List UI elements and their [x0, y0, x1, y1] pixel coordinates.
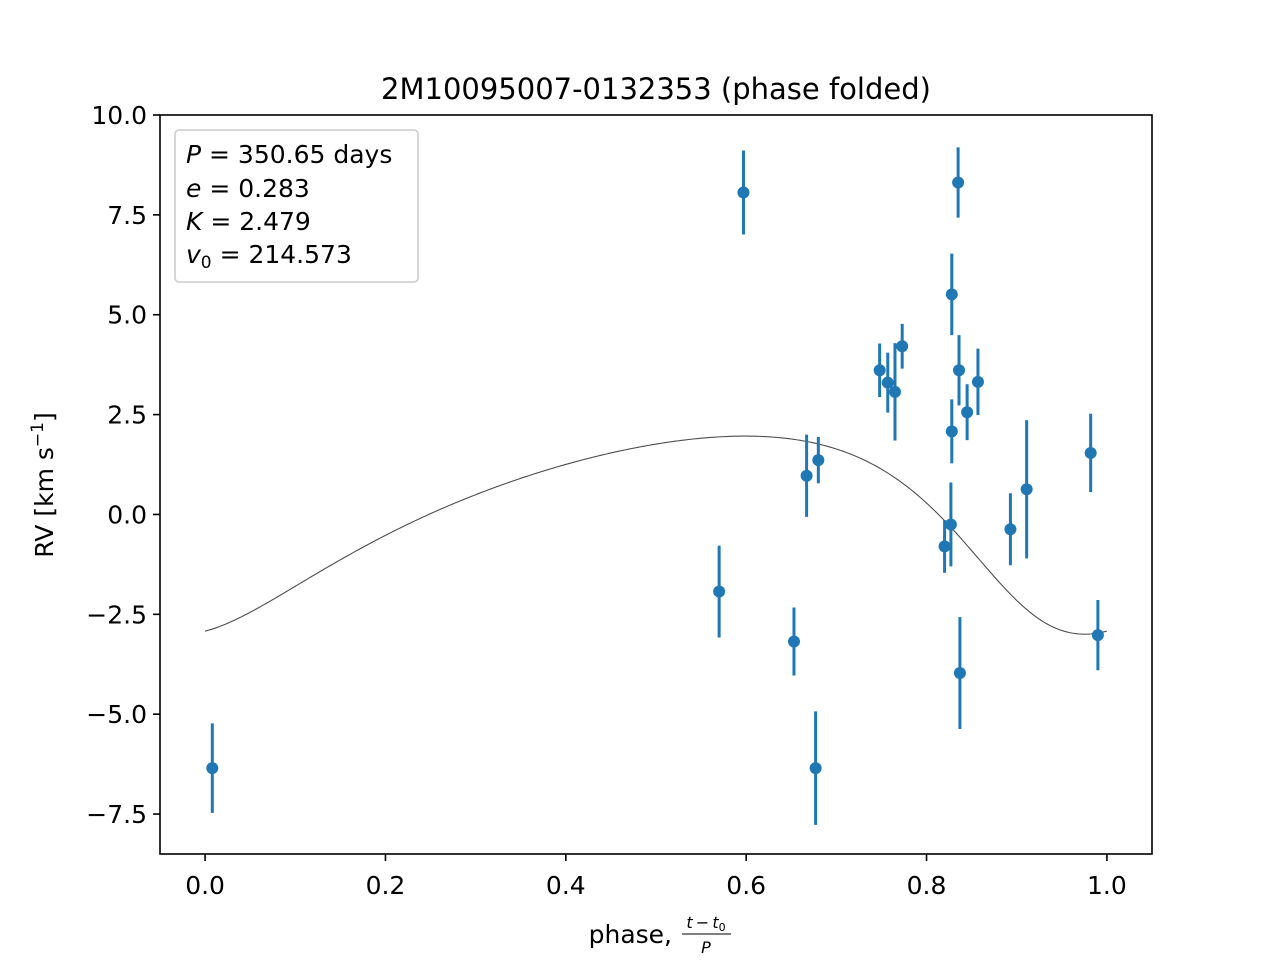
chart-title: 2M10095007-0132353 (phase folded)	[381, 72, 931, 106]
point-marker	[737, 186, 750, 199]
data-point	[888, 343, 901, 441]
legend: P = 350.65 days e = 0.283 K = 2.479 v0 =…	[174, 129, 419, 283]
data-point	[938, 520, 951, 573]
x-axis-label: phase, t − t0 P	[589, 913, 731, 957]
point-marker	[944, 518, 957, 531]
point-marker	[787, 635, 800, 648]
data-point	[1091, 599, 1104, 671]
legend-ecc-var: e	[186, 174, 201, 203]
legend-line-period: P = 350.65 days	[186, 140, 392, 169]
data-point	[953, 617, 966, 729]
data-point	[896, 323, 909, 369]
legend-period-var: P	[186, 140, 202, 169]
x-tick-label: 0.8	[907, 871, 947, 900]
legend-line-systemic-velocity: v0 = 214.573	[186, 240, 352, 273]
legend-k-var: K	[186, 207, 205, 236]
data-point	[952, 147, 965, 218]
point-marker	[896, 340, 909, 353]
point-marker	[971, 375, 984, 388]
x-tick-label: 1.0	[1087, 871, 1127, 900]
model-curve-layer	[204, 435, 1108, 635]
point-marker	[800, 469, 813, 482]
data-point	[945, 253, 958, 336]
point-marker	[812, 454, 825, 467]
data-point	[1084, 413, 1097, 493]
point-marker	[945, 288, 958, 301]
model-curve	[204, 435, 1108, 635]
x-tick-label: 0.6	[726, 871, 766, 900]
point-marker	[953, 364, 966, 377]
data-point	[953, 335, 966, 406]
y-axis-label: RV [km s−1]	[28, 412, 59, 557]
legend-box	[174, 129, 419, 283]
data-point	[873, 343, 886, 398]
point-marker	[206, 762, 219, 775]
x-label-num-sub: 0	[719, 921, 726, 934]
y-tick-label: −7.5	[86, 800, 147, 829]
point-marker	[881, 376, 894, 389]
plot-frame	[159, 114, 1153, 855]
data-point	[1020, 420, 1033, 559]
x-axis-label-fraction-denominator: P	[701, 938, 711, 957]
legend-ecc-value: 0.283	[238, 174, 310, 203]
y-tick-label: 10.0	[91, 101, 147, 130]
x-axis-label-text: phase,	[589, 920, 672, 949]
legend-k-value: 2.479	[239, 207, 311, 236]
point-marker	[1004, 523, 1017, 536]
x-axis-label-fraction-numerator: t − t0	[686, 913, 725, 934]
legend-v0-value: 214.573	[248, 240, 351, 269]
point-marker	[952, 176, 965, 189]
x-tick-label: 0.0	[185, 871, 225, 900]
data-point	[945, 399, 958, 464]
point-marker	[961, 406, 974, 419]
y-tick-label: 2.5	[107, 401, 147, 430]
axis-ticks-layer: 0.0 0.2 0.4 0.6 0.8 1.0 −7.5 −5.0 −2.5 0.0 2.5 5.0 7…	[86, 101, 1127, 900]
point-marker	[938, 540, 951, 553]
y-tick-label: 7.5	[107, 201, 147, 230]
point-marker	[1084, 446, 1097, 459]
point-marker	[713, 585, 726, 598]
y-tick-label: −5.0	[86, 700, 147, 729]
x-tick-label: 0.4	[546, 871, 586, 900]
data-point	[809, 711, 822, 825]
y-tick-label: 0.0	[107, 500, 147, 529]
point-marker	[888, 385, 901, 398]
data-point	[206, 723, 219, 813]
x-label-num-text: t − t	[686, 913, 719, 932]
y-label-sup: −1	[28, 422, 48, 447]
point-marker	[953, 667, 966, 680]
y-tick-label: 5.0	[107, 301, 147, 330]
data-point	[713, 545, 726, 638]
y-label-close: ]	[30, 412, 59, 422]
point-marker	[1020, 483, 1033, 496]
data-point	[812, 436, 825, 484]
point-marker	[809, 762, 822, 775]
data-point	[1004, 493, 1017, 566]
x-tick-label: 0.2	[366, 871, 406, 900]
legend-period-value: 350.65 days	[238, 140, 392, 169]
y-tick-label: −2.5	[86, 600, 147, 629]
point-marker	[945, 425, 958, 438]
legend-line-eccentricity: e = 0.283	[186, 174, 310, 203]
data-points-layer	[206, 147, 1104, 825]
legend-v0-sub: 0	[201, 253, 212, 273]
point-marker	[873, 364, 886, 377]
y-label-text: RV [km s	[30, 447, 59, 558]
data-point	[944, 482, 957, 567]
data-point	[961, 384, 974, 441]
data-point	[881, 352, 894, 413]
data-point	[787, 607, 800, 676]
data-point	[737, 150, 750, 235]
data-point	[971, 348, 984, 415]
legend-line-amplitude: K = 2.479	[186, 207, 311, 236]
legend-v0-var: v	[186, 240, 202, 269]
data-point	[800, 434, 813, 517]
point-marker	[1091, 629, 1104, 642]
